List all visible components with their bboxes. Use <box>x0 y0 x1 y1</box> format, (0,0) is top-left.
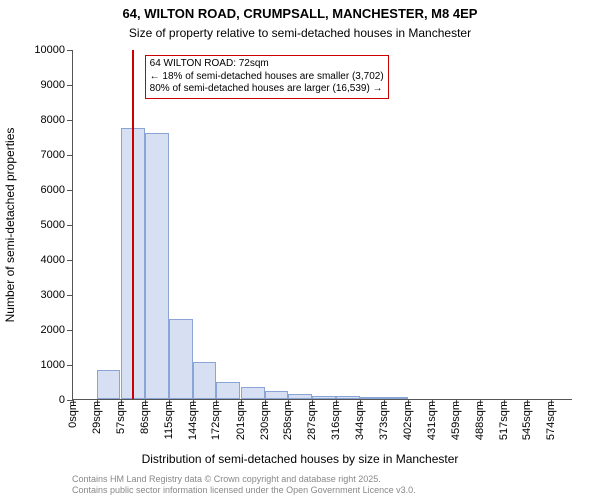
histogram-bar <box>97 370 120 399</box>
x-tick-label: 115sqm <box>163 399 175 439</box>
x-tick-label: 316sqm <box>330 399 342 440</box>
x-tick-label: 29sqm <box>91 399 103 434</box>
x-tick-label: 287sqm <box>306 399 318 440</box>
annotation-line: 80% of semi-detached houses are larger (… <box>150 83 384 96</box>
x-tick-label: 574sqm <box>545 399 557 440</box>
x-tick-label: 431sqm <box>426 399 438 440</box>
chart-title: 64, WILTON ROAD, CRUMPSALL, MANCHESTER, … <box>0 6 600 21</box>
footer-line: Contains public sector information licen… <box>72 485 416 496</box>
annotation-line: 64 WILTON ROAD: 72sqm <box>150 58 384 71</box>
x-tick-label: 517sqm <box>498 399 510 440</box>
x-tick-label: 373sqm <box>378 399 390 440</box>
subject-marker-line <box>132 50 134 399</box>
x-tick-label: 402sqm <box>402 399 414 440</box>
x-tick-label: 86sqm <box>139 399 151 434</box>
annotation-box: 64 WILTON ROAD: 72sqm← 18% of semi-detac… <box>145 55 389 99</box>
x-tick-label: 488sqm <box>474 399 486 440</box>
y-tick-label: 10000 <box>34 44 73 56</box>
y-tick-label: 6000 <box>41 184 73 196</box>
x-tick-label: 201sqm <box>235 399 247 440</box>
x-tick-label: 545sqm <box>521 399 533 440</box>
x-tick-label: 0sqm <box>67 399 79 428</box>
histogram-bar <box>169 319 193 400</box>
y-tick-label: 8000 <box>41 114 73 126</box>
y-axis-title: Number of semi-detached properties <box>3 50 17 400</box>
x-tick-label: 344sqm <box>354 399 366 440</box>
chart-footer: Contains HM Land Registry data © Crown c… <box>72 474 416 496</box>
y-tick-label: 5000 <box>41 219 73 231</box>
x-tick-label: 459sqm <box>450 399 462 440</box>
plot-area: 0100020003000400050006000700080009000100… <box>72 50 572 400</box>
y-tick-label: 4000 <box>41 254 73 266</box>
y-tick-label: 1000 <box>41 359 73 371</box>
chart-subtitle: Size of property relative to semi-detach… <box>0 26 600 40</box>
x-tick-label: 57sqm <box>115 399 127 434</box>
histogram-bar <box>193 362 216 399</box>
y-tick-label: 3000 <box>41 289 73 301</box>
property-size-histogram: 64, WILTON ROAD, CRUMPSALL, MANCHESTER, … <box>0 0 600 500</box>
y-tick-label: 9000 <box>41 79 73 91</box>
annotation-line: ← 18% of semi-detached houses are smalle… <box>150 71 384 84</box>
histogram-bar <box>145 133 169 399</box>
x-tick-label: 258sqm <box>282 399 294 440</box>
histogram-bar <box>265 391 288 399</box>
footer-line: Contains HM Land Registry data © Crown c… <box>72 474 416 485</box>
histogram-bar <box>216 382 240 399</box>
x-tick-label: 230sqm <box>259 399 271 440</box>
x-axis-title: Distribution of semi-detached houses by … <box>0 452 600 466</box>
x-tick-label: 172sqm <box>210 399 222 440</box>
y-tick-label: 2000 <box>41 324 73 336</box>
histogram-bar <box>241 387 265 399</box>
x-tick-label: 144sqm <box>187 399 199 440</box>
y-tick-label: 7000 <box>41 149 73 161</box>
